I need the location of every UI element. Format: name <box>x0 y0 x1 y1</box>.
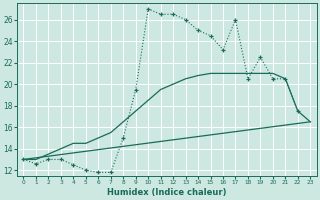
X-axis label: Humidex (Indice chaleur): Humidex (Indice chaleur) <box>107 188 227 197</box>
